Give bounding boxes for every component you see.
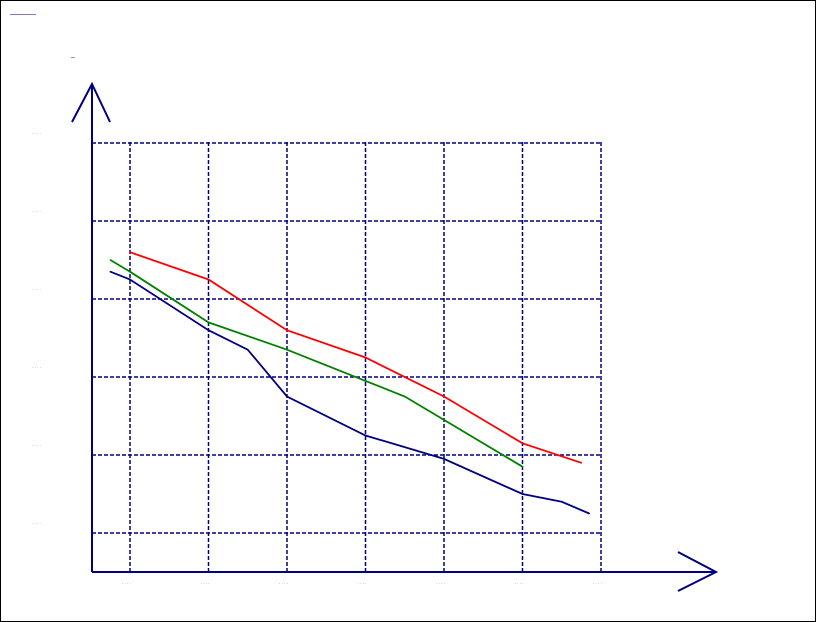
x-tick-label: · · · · bbox=[279, 581, 288, 586]
data-point bbox=[207, 321, 210, 324]
x-tick-label: · · · · bbox=[436, 581, 445, 586]
x-tick-label: · · · · bbox=[122, 581, 131, 586]
data-point bbox=[129, 278, 131, 281]
data-point bbox=[580, 462, 583, 464]
x-tick-label: · · · · bbox=[515, 581, 524, 586]
data-point bbox=[364, 356, 367, 359]
x-tick-label: · · · · bbox=[593, 581, 602, 586]
data-point bbox=[109, 259, 112, 261]
x-tick-label: · · · · bbox=[358, 581, 367, 586]
data-point bbox=[521, 465, 524, 468]
y-tick-label: · · · · bbox=[32, 209, 41, 214]
grid bbox=[92, 142, 602, 572]
data-point bbox=[364, 380, 367, 382]
axes bbox=[71, 81, 719, 592]
data-point bbox=[443, 419, 445, 421]
data-point bbox=[129, 251, 131, 253]
data-point bbox=[286, 395, 288, 398]
data-point bbox=[129, 270, 131, 273]
data-point bbox=[364, 434, 367, 437]
data-point bbox=[443, 458, 445, 460]
x-tick-label: · · · · bbox=[201, 581, 210, 586]
data-point bbox=[521, 442, 524, 445]
data-point bbox=[207, 329, 210, 332]
data-point bbox=[588, 512, 591, 515]
y-axis-arrow bbox=[71, 81, 111, 123]
data-point bbox=[560, 501, 563, 503]
data-point bbox=[286, 348, 288, 351]
x-axis-arrow bbox=[677, 551, 719, 592]
data-point bbox=[109, 270, 112, 273]
data-point bbox=[521, 493, 524, 495]
data-point bbox=[403, 395, 406, 398]
series-line-3 bbox=[110, 270, 590, 515]
data-point bbox=[286, 329, 288, 332]
y-tick-label: · · · · bbox=[32, 521, 41, 526]
tick-labels: · · · · · · · · · · · · · · · · · · · · · · ·… bbox=[32, 131, 602, 586]
data-point bbox=[207, 278, 210, 281]
series-line-2 bbox=[109, 259, 523, 468]
data-point bbox=[443, 395, 445, 398]
series-group bbox=[109, 251, 591, 515]
data-point bbox=[246, 348, 249, 351]
y-axis-label-mark bbox=[71, 57, 75, 58]
y-tick-label: · · · · bbox=[32, 131, 41, 136]
y-tick-label: · · · · bbox=[32, 443, 41, 448]
corner-mark bbox=[10, 14, 36, 15]
y-tick-label: · · · · bbox=[32, 365, 41, 370]
y-tick-label: · · · · bbox=[32, 287, 41, 292]
